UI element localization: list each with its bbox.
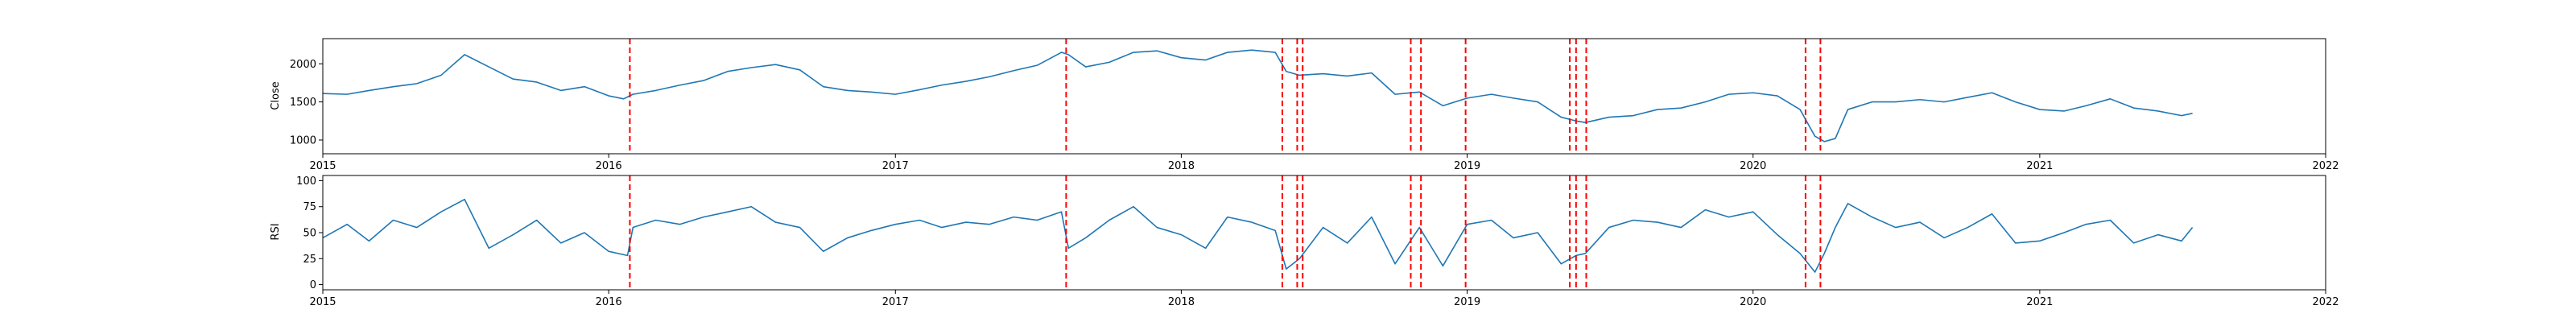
x-tick-label-close-2015: 2015 [309, 160, 336, 172]
x-tick-label-close-2016: 2016 [596, 160, 622, 172]
x-tick-label-rsi-2015: 2015 [309, 296, 336, 308]
x-tick-label-rsi-2019: 2019 [1454, 296, 1480, 308]
y-axis-label-close: Close [270, 81, 282, 109]
y-tick-label-close-2000: 2000 [290, 59, 316, 71]
y-tick-label-rsi-100: 100 [296, 175, 316, 188]
chart-rsi: RSI 2015 2016 2017 2018 2019 2020 2021 2022 0 25 5… [270, 175, 2339, 308]
x-tick-label-close-2022: 2022 [2312, 160, 2339, 172]
y-tick-label-rsi-75: 75 [303, 201, 316, 213]
axes-frame-rsi [322, 175, 2326, 291]
x-tick-label-close-2017: 2017 [882, 160, 909, 172]
x-tick-label-rsi-2022: 2022 [2312, 296, 2339, 308]
x-tick-label-rsi-2016: 2016 [596, 296, 622, 308]
x-tick-label-rsi-2018: 2018 [1168, 296, 1195, 308]
x-tick-label-close-2020: 2020 [1740, 160, 1766, 172]
x-tick-label-close-2021: 2021 [2026, 160, 2053, 172]
series-line-close-0 [322, 49, 2193, 142]
x-tick-label-rsi-2021: 2021 [2026, 296, 2053, 308]
plot-area-rsi: 2015 2016 2017 2018 2019 2020 2021 2022 0 25 50 75 1… [296, 175, 2339, 308]
y-tick-label-rsi-25: 25 [303, 254, 316, 266]
y-tick-label-rsi-50: 50 [303, 228, 316, 240]
x-tick-label-rsi-2017: 2017 [882, 296, 909, 308]
axes-frame-close [322, 38, 2326, 155]
y-tick-label-close-1500: 1500 [290, 97, 316, 109]
y-axis-label-rsi: RSI [270, 223, 282, 240]
x-tick-label-rsi-2020: 2020 [1740, 296, 1766, 308]
y-tick-label-rsi-0: 0 [310, 279, 316, 291]
y-tick-label-close-1000: 1000 [290, 134, 316, 147]
x-tick-label-close-2018: 2018 [1168, 160, 1195, 172]
x-tick-label-close-2019: 2019 [1454, 160, 1480, 172]
plot-area-close: 2015 2016 2017 2018 2019 2020 2021 2022 1000 1500… [290, 38, 2339, 172]
series-line-rsi-0 [322, 198, 2194, 273]
chart-close: Close 2015 2016 2017 2018 2019 2020 2021 2022 10… [270, 38, 2339, 172]
